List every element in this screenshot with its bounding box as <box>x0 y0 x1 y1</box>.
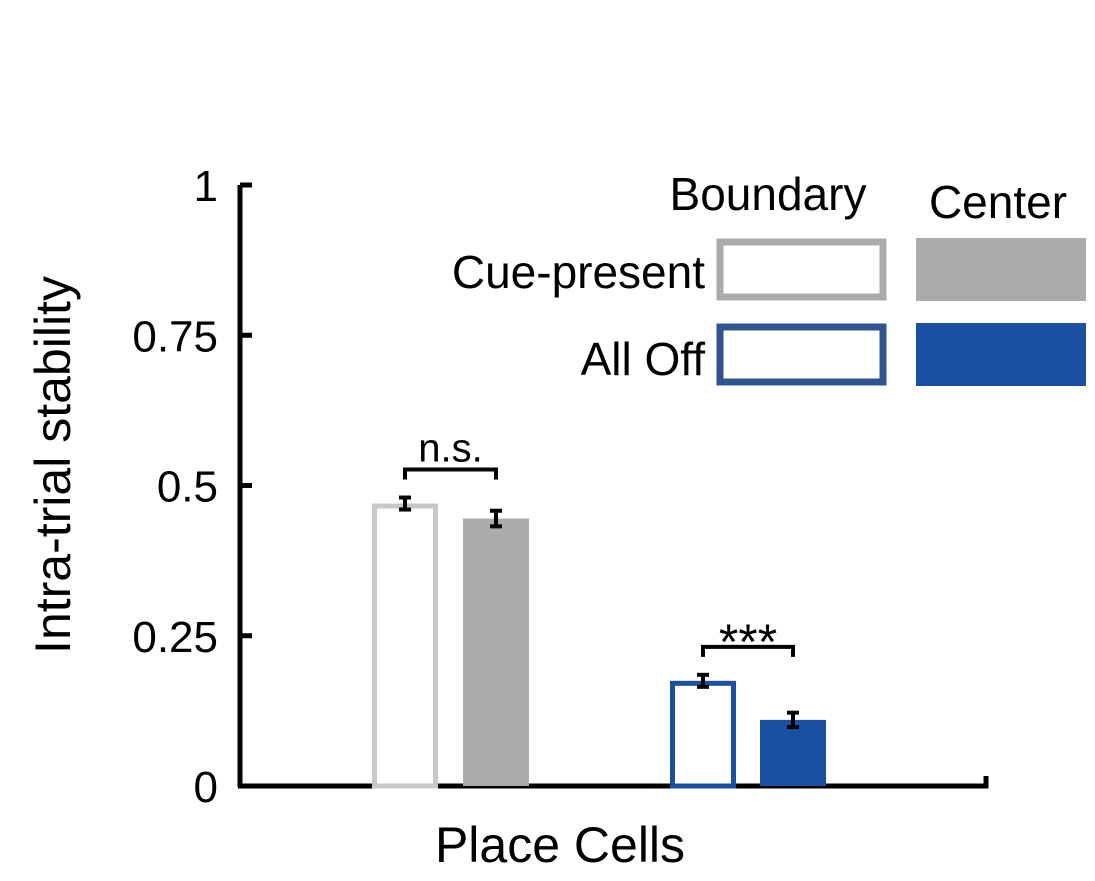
legend-col-center: Center <box>929 176 1067 228</box>
legend-swatch-cue-present-center <box>916 238 1086 301</box>
legend-swatch-cue-present-boundary <box>716 238 887 301</box>
legend-row-cue-present: Cue-present <box>452 246 705 298</box>
annotation-label: n.s. <box>418 427 482 471</box>
error-bars <box>399 495 799 730</box>
y-tick-label: 0.5 <box>157 463 218 512</box>
annotation-bracket-2: *** <box>701 614 795 670</box>
y-tick-label: 0.75 <box>132 312 218 361</box>
y-tick-label: 1 <box>194 162 218 211</box>
bars <box>372 503 826 789</box>
bar-cue-present-boundary <box>372 503 438 789</box>
legend-swatch-all-off-center <box>916 323 1086 386</box>
annotation-bracket-1: n.s. <box>403 427 498 480</box>
error-bar-all-off-center <box>787 710 799 730</box>
error-bar-cue-present-boundary <box>399 495 411 512</box>
y-axis-label: Intra-trial stability <box>25 276 81 654</box>
error-bar-cue-present-center <box>490 508 502 529</box>
annotation-label: *** <box>719 614 777 670</box>
y-tick-label: 0.25 <box>132 613 218 662</box>
significance-annotations: n.s. *** <box>403 427 795 670</box>
bar-all-off-center <box>760 719 826 786</box>
x-axis-label: Place Cells <box>435 817 685 873</box>
legend-swatch-all-off-boundary <box>716 323 887 386</box>
legend: Boundary Center Cue-present All Off <box>452 168 1086 386</box>
bar-cue-present-center <box>463 518 529 786</box>
y-ticks: 0 0.25 0.5 0.75 1 <box>132 162 252 812</box>
y-tick-label: 0 <box>194 763 218 812</box>
legend-row-all-off: All Off <box>581 333 706 385</box>
legend-col-boundary: Boundary <box>670 168 867 220</box>
error-bar-all-off-boundary <box>697 672 709 689</box>
bar-all-off-boundary <box>670 680 736 789</box>
